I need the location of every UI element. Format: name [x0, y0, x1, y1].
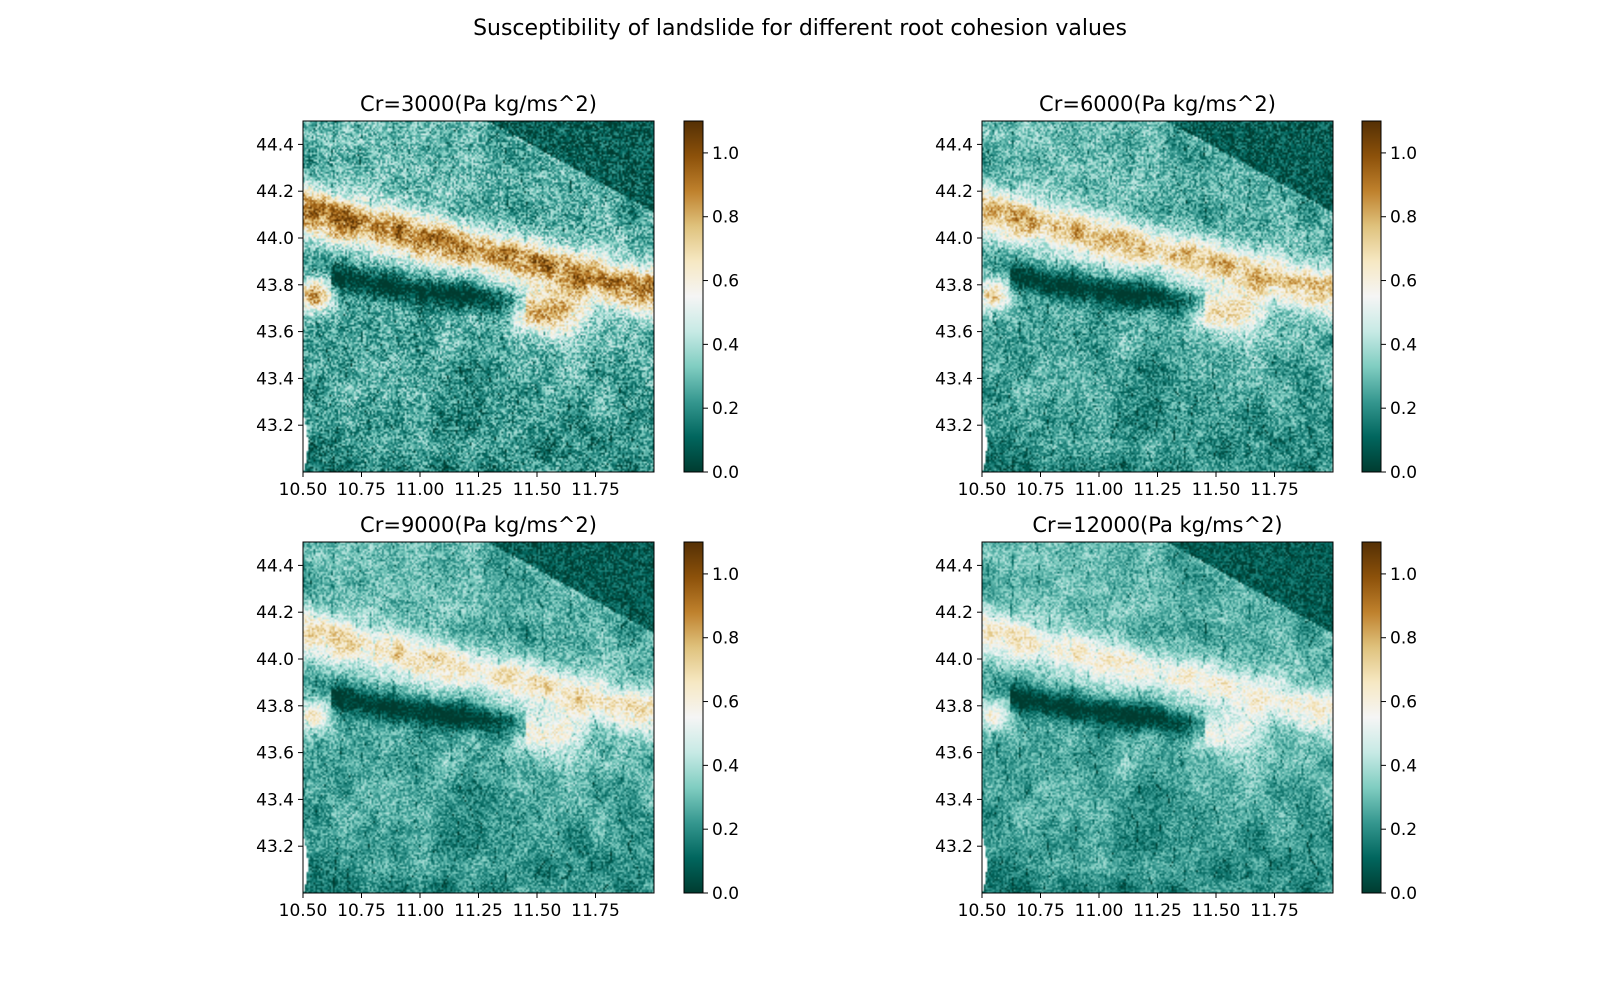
x-tick-label: 11.00: [396, 901, 445, 921]
colorbar-tick-label: 0.8: [712, 208, 739, 228]
heatmap-image: [303, 121, 654, 472]
x-tick-label: 11.25: [1133, 901, 1182, 921]
colorbar-tick-label: 1.0: [1390, 144, 1417, 164]
x-tick-label: 10.75: [1016, 901, 1065, 921]
heatmap-image: [982, 542, 1333, 893]
y-tick-label: 44.0: [935, 650, 973, 670]
subplot-4: Cr=12000(Pa kg/ms^2) 10.50 10.75 11.00 11.25…: [935, 513, 1417, 921]
y-tick-label: 43.2: [935, 837, 973, 857]
colorbar-tick-label: 0.4: [1390, 335, 1417, 355]
y-tick-label: 43.8: [256, 697, 294, 717]
y-tick-label: 43.2: [256, 837, 294, 857]
x-tick-label: 11.00: [396, 480, 445, 500]
colorbar-tick-label: 0.8: [1390, 208, 1417, 228]
x-tick-label: 11.75: [1250, 901, 1299, 921]
figure-title: Susceptibility of landslide for differen…: [473, 16, 1127, 41]
colorbar-tick-label: 0.0: [1390, 884, 1417, 904]
x-tick-label: 11.50: [513, 480, 562, 500]
y-tick-label: 44.4: [256, 135, 294, 155]
x-tick-label: 11.25: [454, 901, 503, 921]
x-tick-label: 10.75: [337, 480, 386, 500]
colorbar-tick-label: 0.2: [1390, 820, 1417, 840]
colorbar-tick-label: 0.6: [1390, 272, 1417, 292]
colorbar-tick-label: 0.8: [712, 629, 739, 649]
y-tick-label: 43.6: [935, 744, 973, 764]
y-tick-label: 43.6: [256, 323, 294, 343]
colorbar-tick-label: 0.4: [1390, 756, 1417, 776]
colorbar-tick-label: 0.6: [712, 693, 739, 713]
x-tick-label: 11.00: [1075, 901, 1124, 921]
subplot-title: Cr=9000(Pa kg/ms^2): [360, 513, 597, 537]
colorbar: [1361, 541, 1382, 894]
subplot-title: Cr=3000(Pa kg/ms^2): [360, 92, 597, 116]
y-tick-label: 43.8: [935, 697, 973, 717]
y-tick-label: 43.6: [935, 323, 973, 343]
colorbar-tick-label: 0.8: [1390, 629, 1417, 649]
colorbar: [683, 120, 704, 473]
x-tick-label: 10.50: [958, 901, 1007, 921]
colorbar: [1361, 120, 1382, 473]
heatmap-image: [303, 542, 654, 893]
subplot-title: Cr=12000(Pa kg/ms^2): [1032, 513, 1282, 537]
colorbar-tick-label: 0.6: [1390, 693, 1417, 713]
colorbar-tick-label: 0.4: [712, 335, 739, 355]
colorbar-tick-label: 1.0: [1390, 565, 1417, 585]
x-tick-label: 11.75: [571, 901, 620, 921]
y-tick-label: 44.4: [935, 556, 973, 576]
y-tick-label: 44.4: [935, 135, 973, 155]
y-tick-label: 43.4: [935, 369, 973, 389]
subplot-1: Cr=3000(Pa kg/ms^2) 10.50 10.75 11.00 11.25 1…: [256, 92, 739, 500]
colorbar-tick-label: 0.4: [712, 756, 739, 776]
y-tick-label: 44.0: [256, 229, 294, 249]
y-tick-label: 44.2: [935, 603, 973, 623]
y-tick-label: 43.4: [935, 790, 973, 810]
x-tick-label: 11.25: [454, 480, 503, 500]
colorbar-tick-label: 0.0: [712, 884, 739, 904]
colorbar-tick-label: 0.0: [712, 463, 739, 483]
y-tick-label: 44.2: [256, 182, 294, 202]
x-tick-label: 10.75: [1016, 480, 1065, 500]
x-tick-label: 11.75: [571, 480, 620, 500]
x-tick-label: 10.50: [279, 901, 328, 921]
heatmap-image: [982, 121, 1333, 472]
subplot-2: Cr=6000(Pa kg/ms^2) 10.50 10.75 11.00 11.25 1…: [935, 92, 1417, 500]
y-tick-label: 44.2: [935, 182, 973, 202]
y-tick-label: 44.0: [935, 229, 973, 249]
colorbar: [683, 541, 704, 894]
x-tick-label: 10.50: [958, 480, 1007, 500]
colorbar-tick-label: 0.2: [712, 820, 739, 840]
x-tick-label: 11.50: [1192, 480, 1241, 500]
x-tick-label: 11.75: [1250, 480, 1299, 500]
subplot-3: Cr=9000(Pa kg/ms^2) 10.50 10.75 11.00 11.25 1…: [256, 513, 739, 921]
colorbar-tick-label: 0.0: [1390, 463, 1417, 483]
x-tick-label: 11.25: [1133, 480, 1182, 500]
subplot-title: Cr=6000(Pa kg/ms^2): [1039, 92, 1276, 116]
y-tick-label: 44.2: [256, 603, 294, 623]
colorbar-tick-label: 0.2: [712, 399, 739, 419]
x-tick-label: 11.00: [1075, 480, 1124, 500]
y-tick-label: 43.4: [256, 369, 294, 389]
y-tick-label: 43.6: [256, 744, 294, 764]
colorbar-tick-label: 0.2: [1390, 399, 1417, 419]
y-tick-label: 44.0: [256, 650, 294, 670]
y-tick-label: 43.8: [256, 276, 294, 296]
colorbar-tick-label: 0.6: [712, 272, 739, 292]
x-tick-label: 10.50: [279, 480, 328, 500]
y-tick-label: 44.4: [256, 556, 294, 576]
y-tick-label: 43.2: [256, 416, 294, 436]
x-tick-label: 11.50: [1192, 901, 1241, 921]
x-tick-label: 10.75: [337, 901, 386, 921]
colorbar-tick-label: 1.0: [712, 565, 739, 585]
x-tick-label: 11.50: [513, 901, 562, 921]
y-tick-label: 43.8: [935, 276, 973, 296]
colorbar-tick-label: 1.0: [712, 144, 739, 164]
y-tick-label: 43.4: [256, 790, 294, 810]
y-tick-label: 43.2: [935, 416, 973, 436]
